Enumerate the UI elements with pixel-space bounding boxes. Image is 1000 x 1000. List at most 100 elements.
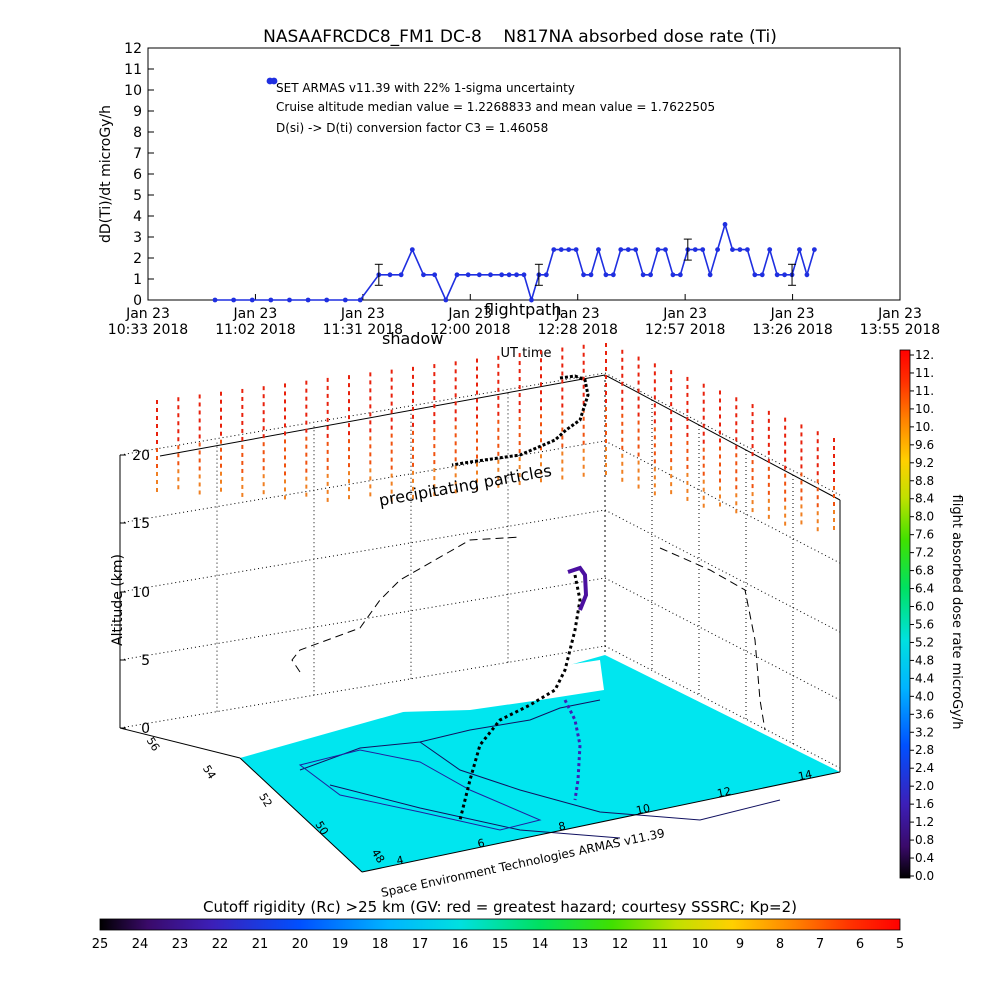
particle-mark bbox=[476, 454, 478, 459]
particle-mark bbox=[670, 402, 673, 407]
data-point bbox=[573, 247, 579, 253]
particle-mark bbox=[833, 518, 835, 522]
particle-mark bbox=[540, 454, 542, 459]
colorbar-label: flight absorbed dose rate microGy/h bbox=[949, 495, 964, 730]
particle-mark bbox=[433, 388, 436, 393]
particle-mark bbox=[637, 396, 640, 401]
particle-mark bbox=[220, 399, 222, 404]
colorbar-tick-label: 1.6 bbox=[915, 797, 934, 811]
particle-mark bbox=[305, 484, 308, 489]
particle-mark bbox=[582, 376, 585, 381]
cutoff-ticks: 25 24 23 22 21 20 19 18 17 16 15 14 13 12 11 10 9 8 7 6 5 bbox=[92, 937, 904, 952]
cutoff-rigidity-bar: Cutoff rigidity (Rc) >25 km (GV: red = g… bbox=[92, 898, 904, 952]
particle-mark bbox=[369, 396, 372, 401]
particle-mark bbox=[476, 374, 478, 379]
particle-mark bbox=[412, 478, 414, 483]
particle-mark bbox=[653, 459, 656, 464]
particle-mark bbox=[561, 435, 564, 440]
particle-mark bbox=[702, 383, 705, 388]
particle-mark bbox=[702, 495, 705, 500]
particle-mark bbox=[767, 506, 770, 511]
shadow-label: shadow bbox=[382, 329, 443, 348]
particle-mark bbox=[637, 444, 640, 449]
particle-mark bbox=[476, 462, 478, 467]
particle-mark bbox=[637, 356, 640, 361]
particle-mark bbox=[369, 476, 372, 481]
particle-mark bbox=[686, 392, 689, 397]
particle-mark bbox=[433, 484, 436, 489]
x-tick-label-time: 13:55 2018 bbox=[860, 322, 940, 338]
particle-mark bbox=[284, 455, 286, 460]
colorbar-tick-label: 0.0 bbox=[915, 869, 934, 883]
particle-mark bbox=[156, 432, 158, 436]
particle-mark bbox=[177, 437, 180, 442]
data-point bbox=[707, 272, 713, 278]
particle-mark bbox=[833, 494, 835, 498]
particle-mark bbox=[518, 361, 521, 366]
cutoff-tick-label: 21 bbox=[252, 937, 269, 952]
data-point bbox=[782, 272, 787, 278]
particle-mark bbox=[412, 382, 414, 387]
data-point bbox=[529, 297, 534, 303]
particle-mark bbox=[348, 463, 350, 468]
y-tick-label: 9 bbox=[133, 104, 142, 120]
particle-mark bbox=[816, 527, 819, 532]
data-point bbox=[398, 272, 404, 278]
particle-mark bbox=[198, 394, 201, 399]
particle-mark bbox=[582, 384, 585, 389]
shadow-path bbox=[659, 547, 766, 731]
particle-mark bbox=[605, 359, 607, 363]
particle-mark bbox=[262, 450, 265, 455]
particle-mark bbox=[735, 413, 738, 418]
particle-mark bbox=[198, 402, 201, 407]
latitude-tick-label: 52 bbox=[256, 791, 274, 810]
particle-mark bbox=[582, 392, 585, 397]
particle-mark bbox=[670, 418, 673, 423]
particle-mark bbox=[784, 425, 787, 430]
particle-mark bbox=[518, 449, 521, 454]
particle-mark bbox=[800, 496, 803, 501]
data-point bbox=[465, 272, 471, 278]
map-landmass bbox=[350, 660, 604, 712]
particle-mark bbox=[156, 408, 158, 412]
particle-mark bbox=[198, 490, 201, 495]
latitude-tick-label: 56 bbox=[144, 735, 162, 754]
particle-mark bbox=[561, 467, 564, 472]
particle-mark bbox=[637, 436, 640, 441]
particle-mark bbox=[497, 451, 500, 456]
data-point bbox=[759, 272, 765, 278]
particle-mark bbox=[390, 369, 393, 374]
particle-mark bbox=[670, 474, 673, 479]
particle-mark bbox=[833, 446, 835, 450]
data-point bbox=[488, 272, 493, 278]
particle-mark bbox=[476, 406, 478, 411]
particle-mark bbox=[518, 425, 521, 430]
colorbar-tick-label: 4.4 bbox=[915, 671, 934, 685]
longitude-ticks: 4 6 8 10 12 14 bbox=[395, 768, 813, 868]
particle-mark bbox=[561, 403, 564, 408]
cutoff-tick-label: 22 bbox=[212, 937, 229, 952]
particle-mark bbox=[582, 352, 585, 357]
particle-mark bbox=[621, 381, 624, 386]
data-point bbox=[581, 272, 586, 278]
particle-mark bbox=[412, 470, 414, 475]
particle-mark bbox=[540, 462, 542, 467]
particle-mark bbox=[284, 447, 286, 452]
particle-mark bbox=[686, 432, 689, 437]
particle-mark bbox=[561, 411, 564, 416]
particle-mark bbox=[719, 438, 721, 443]
particle-mark bbox=[735, 485, 738, 490]
particle-mark bbox=[605, 423, 607, 427]
particle-mark bbox=[719, 478, 721, 483]
particle-mark bbox=[412, 462, 414, 467]
particle-mark bbox=[262, 458, 265, 463]
x-tick-label-time: 13:26 2018 bbox=[752, 322, 832, 338]
particle-mark bbox=[454, 377, 457, 382]
particle-mark bbox=[476, 414, 478, 419]
flightpath-track bbox=[451, 374, 590, 467]
particle-mark bbox=[816, 519, 819, 524]
particle-mark bbox=[702, 503, 705, 508]
particle-mark bbox=[784, 489, 787, 494]
particle-mark bbox=[637, 420, 640, 425]
